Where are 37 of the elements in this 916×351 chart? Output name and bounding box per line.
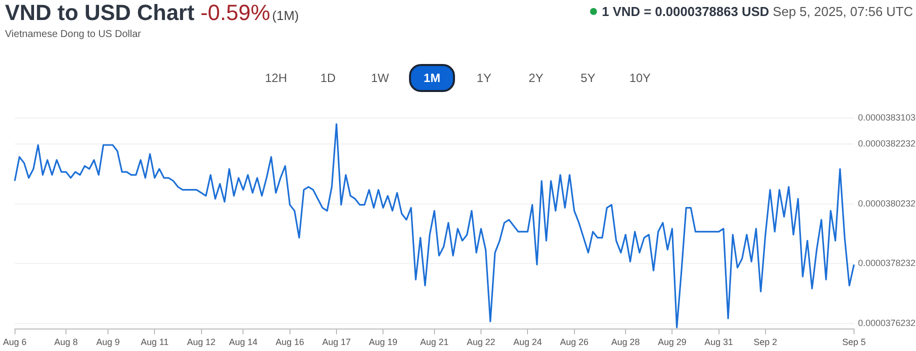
text: 1M <box>409 64 455 92</box>
x-tick-label: Sep 2 <box>754 337 778 348</box>
x-tick-label: Sep 5 <box>842 337 866 348</box>
x-tick-label: Aug 12 <box>186 337 216 348</box>
x-tick-label: Aug 26 <box>560 337 589 348</box>
text: -0.59% <box>200 0 270 25</box>
text: 1Y <box>476 70 492 87</box>
y-tick-label: 0.0000380232 <box>858 198 916 208</box>
x-tick-label: Aug 8 <box>54 337 78 348</box>
text: 12H <box>264 70 288 87</box>
x-tick-label: Aug 6 <box>2 337 27 348</box>
chart-subtitle: Vietnamese Dong to US Dollar <box>5 29 141 40</box>
x-tick-label: Aug 16 <box>276 337 304 348</box>
text: 5Y <box>580 70 596 87</box>
text: Sep 5, 2025, 07:56 UTC <box>772 4 913 19</box>
y-tick-label: 0.0000378232 <box>858 258 916 268</box>
x-tick-label: Aug 9 <box>96 337 120 348</box>
text: (1M) <box>272 8 299 23</box>
x-tick-label: Aug 31 <box>704 337 734 348</box>
x-tick-label: Aug 11 <box>140 337 169 348</box>
x-tick-label: Aug 29 <box>658 337 686 348</box>
y-tick-label: 0.0000383103 <box>858 112 916 122</box>
text: 2Y <box>528 70 544 87</box>
x-tick-label: Aug 17 <box>322 337 351 348</box>
text: 10Y <box>628 70 652 87</box>
x-tick-label: Aug 21 <box>420 337 449 348</box>
x-tick-label: Aug 28 <box>611 337 640 348</box>
text: 1W <box>370 70 390 87</box>
x-tick-label: Aug 19 <box>368 337 398 348</box>
chart-title: VND to USD Chart <box>5 0 194 25</box>
text: 1 VND = 0.0000378863 USD <box>602 4 770 19</box>
x-tick-label: Aug 24 <box>513 337 542 348</box>
y-tick-label: 0.0000376232 <box>858 318 916 328</box>
y-tick-label: 0.0000382232 <box>858 138 916 149</box>
x-tick-label: Aug 14 <box>228 337 258 348</box>
x-tick-label: Aug 22 <box>466 337 496 348</box>
text: 1D <box>319 70 337 87</box>
